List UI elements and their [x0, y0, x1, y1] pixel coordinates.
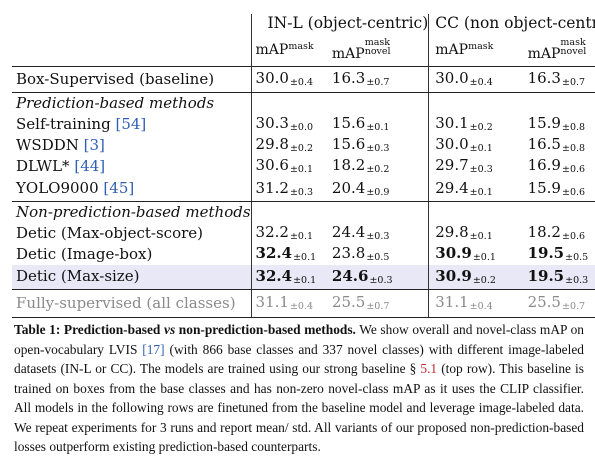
row-name: Box-Supervised (baseline) [12, 65, 252, 93]
citation-link[interactable]: [17] [142, 341, 165, 357]
header-map-mask: mAPmask [255, 41, 314, 59]
table-row: Self-training [54] 30.3±0.0 15.6±0.1 30.… [16, 114, 586, 135]
citation-link[interactable]: [45] [103, 179, 135, 198]
section-link[interactable]: 5.1 [420, 361, 438, 376]
header-group-inl: IN-L (object-centric) [250, 14, 429, 34]
table-row: Box-Supervised (baseline) 30.0±0.4 16.3±… [12, 65, 595, 93]
citation-link[interactable]: [54] [115, 115, 147, 133]
section-title: Prediction-based methods [16, 93, 215, 112]
citation-link[interactable]: [3] [83, 136, 105, 154]
table-row-highlight: Detic (Max-size) 32.4±0.1 24.6±0.3 30.9±… [12, 265, 595, 290]
header-map-novel-cc: mAPmask novel [527, 37, 587, 63]
citation-link[interactable]: [44] [74, 157, 106, 175]
header-map-mask-cc: mAPmask [435, 41, 494, 59]
header-group-cc: CC (non object-centric) [428, 14, 595, 34]
table-caption: Table 1: Prediction-based vs non-predict… [14, 322, 584, 454]
section-title: Non-prediction-based methods [16, 202, 251, 221]
table-row: Fully-supervised (all classes) 31.1±0.4 … [12, 289, 595, 318]
results-table: IN-L (object-centric) CC (non object-cen… [12, 14, 595, 318]
header-map-novel: mAPmask novel [331, 37, 391, 63]
table-row: YOLO9000 [45] 31.2±0.3 20.4±0.9 29.4±0.1… [12, 177, 595, 202]
table-row: WSDDN [3] 29.8±0.2 15.6±0.3 30.0±0.1 16.… [16, 135, 586, 156]
table-row: DLWL* [44] 30.6±0.1 18.2±0.2 29.7±0.3 16… [16, 156, 586, 177]
table-row: Detic (Max-object-score) 32.2±0.1 24.4±0… [16, 223, 586, 244]
table-row: Detic (Image-box) 32.4±0.1 23.8±0.5 30.9… [16, 244, 589, 265]
